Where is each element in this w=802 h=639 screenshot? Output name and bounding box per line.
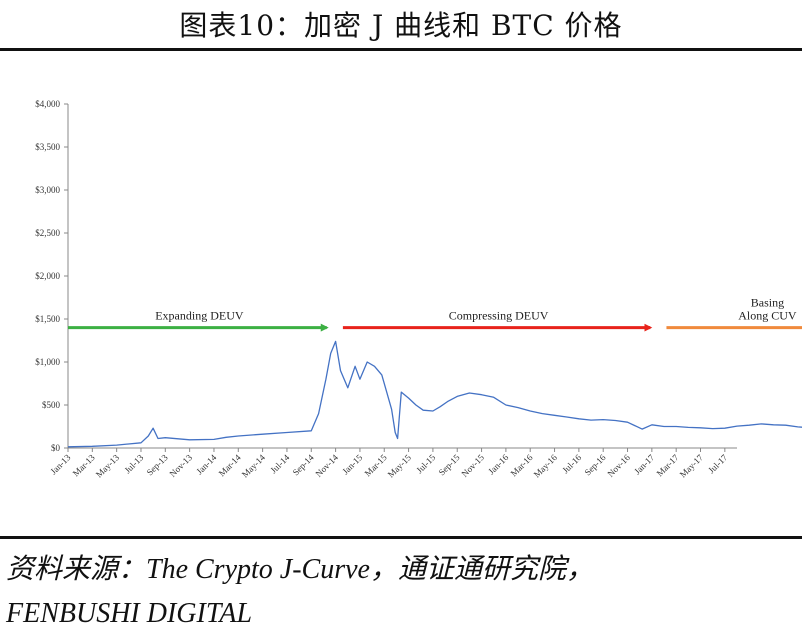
chart-figure-title: 图表10：加密 J 曲线和 BTC 价格: [179, 9, 623, 42]
x-tick-label: Sep-16: [583, 452, 608, 477]
x-tick-label: Jan-16: [486, 452, 510, 476]
y-tick-label: $2,000: [35, 271, 60, 281]
x-tick-label: Nov-14: [313, 452, 340, 479]
x-tick-label: Jan-17: [632, 452, 656, 476]
x-tick-label: May-14: [240, 452, 268, 480]
x-tick-label: Sep-14: [291, 452, 316, 477]
x-tick-label: Mar-14: [217, 452, 243, 478]
y-tick-label: $1,500: [35, 314, 60, 324]
x-tick-label: Mar-16: [509, 452, 535, 478]
y-tick-label: $0: [51, 443, 61, 453]
y-tick-label: $3,500: [35, 142, 60, 152]
x-tick-label: Jul-16: [560, 452, 583, 475]
x-tick-label: Jul-15: [414, 452, 437, 475]
x-tick-label: Sep-13: [145, 452, 170, 477]
phase-annotations: Expanding DEUV Compressing DEUV BasingAlon…: [68, 296, 802, 332]
top-rule: [0, 48, 802, 51]
y-tick-label: $2,500: [35, 228, 60, 238]
x-tick-label: May-13: [94, 452, 122, 480]
x-tick-label: May-15: [386, 452, 414, 480]
x-tick-label: Jan-15: [340, 452, 364, 476]
y-tick-label: $500: [42, 400, 61, 410]
x-tick-label: Sep-15: [437, 452, 462, 477]
x-tick-label: Nov-13: [168, 452, 195, 479]
x-tick-label: Jan-13: [48, 452, 72, 476]
bottom-rule: [0, 536, 802, 539]
x-tick-label: May-16: [532, 452, 560, 480]
phase-label: Basing: [751, 296, 784, 310]
axes: [67, 104, 737, 449]
y-tick-label: $1,000: [35, 357, 60, 367]
x-tick-label: Mar-13: [71, 452, 97, 478]
y-axis-ticks: $0 $500 $1,000 $1,500 $2,000 $2,500 $3,000 $3,5…: [35, 99, 68, 453]
x-tick-label: Jul-13: [122, 452, 145, 475]
x-tick-label: Nov-15: [459, 452, 486, 479]
phase-label: Expanding DEUV: [155, 309, 244, 323]
source-line-1: 资料来源：The Crypto J-Curve，通证通研究院，: [6, 554, 594, 585]
y-tick-label: $3,000: [35, 185, 60, 195]
btc-price-chart: $0 $500 $1,000 $1,500 $2,000 $2,500 $3,000 $3,5…: [35, 99, 802, 480]
x-tick-label: May-17: [678, 452, 706, 480]
x-tick-label: Jul-14: [268, 452, 291, 475]
phase-label: Along CUV: [738, 309, 797, 323]
x-tick-label: Mar-17: [655, 452, 681, 478]
y-tick-label: $4,000: [35, 99, 60, 109]
x-tick-label: Jan-14: [194, 452, 218, 476]
source-line-2: FENBUSHI DIGITAL: [6, 598, 253, 629]
phase-label: Compressing DEUV: [449, 309, 549, 323]
source-note: 资料来源：The Crypto J-Curve，通证通研究院， FENBUSHI…: [6, 548, 798, 636]
btc-price-line: [67, 340, 802, 448]
x-tick-label: Mar-15: [363, 452, 389, 478]
x-tick-label: Jul-17: [706, 452, 729, 475]
series-layer: [67, 340, 802, 448]
x-tick-label: Nov-16: [605, 452, 632, 479]
